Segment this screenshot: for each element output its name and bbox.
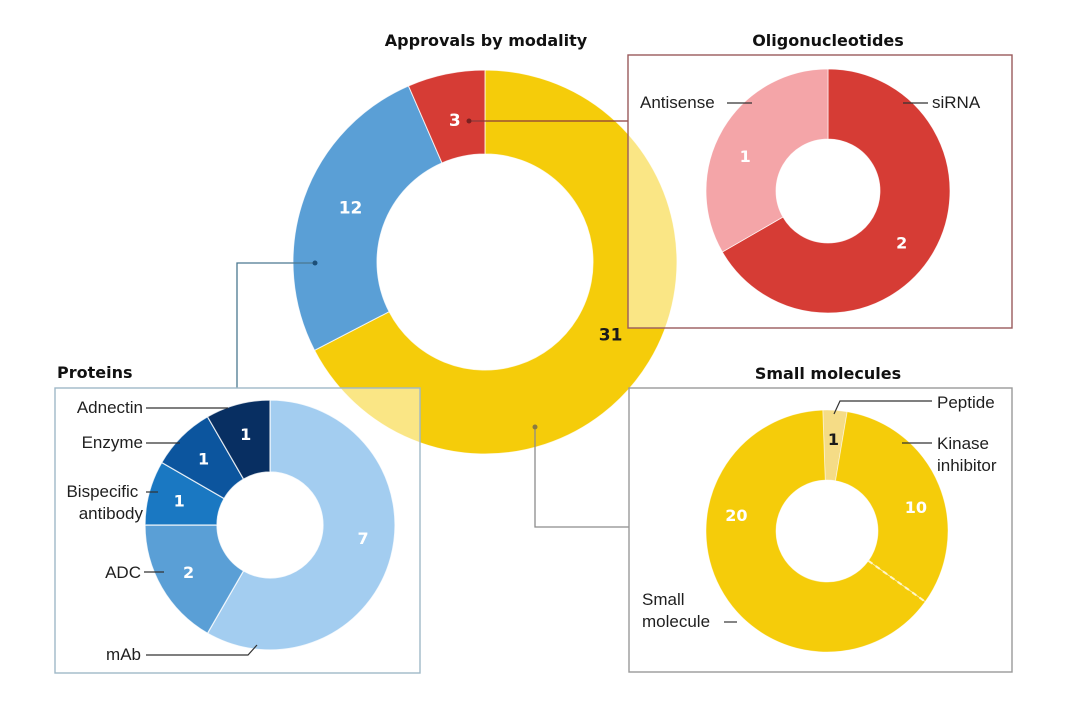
callout-bispecific-antibody: Bispecific antibody (66, 482, 143, 523)
callout-bispecific-line1: Bispecific (66, 482, 138, 501)
callout-adnectin: Adnectin (77, 398, 143, 417)
segment-small-molecule (705, 409, 926, 653)
value-label-small-molecule: 20 (725, 506, 747, 525)
oligonucleotides-callouts: Antisense siRNA (640, 93, 981, 112)
callout-line-peptide (833, 400, 932, 415)
value-label-adnectin: 1 (240, 425, 251, 444)
segment-mab (206, 399, 396, 651)
callout-adc: ADC (105, 563, 141, 582)
callout-kinase-line2: inhibitor (937, 456, 997, 475)
callout-small-molecule-line1: Small (642, 590, 685, 609)
segment-proteins (292, 85, 443, 352)
value-label-small-molecules: 31 (599, 326, 623, 346)
connector-dot-proteins (312, 260, 318, 266)
value-label-antisense: 1 (740, 147, 751, 166)
connectors (236, 118, 629, 528)
value-label-bispecific-antibody: 1 (174, 492, 185, 511)
value-label-adc: 2 (183, 563, 194, 582)
segment-adc (144, 524, 245, 635)
segment-kinase-inhibitor (835, 411, 949, 603)
connector-dot-small-molecules (532, 424, 538, 430)
callout-small-molecule-line2: molecule (642, 612, 710, 631)
proteins-donut-chart: 7 2 1 1 1 (144, 399, 396, 651)
segment-antisense (705, 68, 829, 253)
callout-bispecific-line2: antibody (79, 504, 144, 523)
segment-oligonucleotides (407, 69, 486, 164)
callout-sirna: siRNA (932, 93, 981, 112)
callout-small-molecule: Small molecule (642, 590, 710, 631)
callout-kinase-line1: Kinase (937, 434, 989, 453)
callout-antisense: Antisense (640, 93, 715, 112)
small-molecules-donut-chart: 1 10 20 (705, 409, 949, 653)
value-label-sirna: 2 (896, 234, 907, 253)
value-label-mab: 7 (358, 529, 369, 548)
segment-divider-dashed (867, 559, 926, 603)
connector-dot-oligonucleotides (466, 118, 472, 124)
proteins-title: Proteins (57, 363, 133, 382)
small-molecules-callouts: Peptide Kinase inhibitor Small molecule (642, 393, 997, 631)
segment-sirna (721, 68, 951, 314)
value-label-peptide: 1 (828, 430, 839, 449)
connector-proteins (236, 262, 315, 388)
oligonucleotides-title: Oligonucleotides (752, 31, 904, 50)
callout-peptide: Peptide (937, 393, 995, 412)
segment-adnectin (206, 399, 271, 480)
value-label-enzyme: 1 (198, 450, 209, 469)
callout-mab: mAb (106, 645, 141, 664)
value-label-kinase-inhibitor: 10 (905, 498, 927, 517)
value-label-proteins: 12 (339, 199, 363, 219)
proteins-callouts: Adnectin Enzyme Bispecific antibody ADC … (66, 398, 258, 664)
callout-kinase-inhibitor: Kinase inhibitor (937, 434, 997, 475)
small-molecules-title: Small molecules (755, 364, 901, 383)
callout-line-mab (146, 644, 258, 656)
callout-enzyme: Enzyme (82, 433, 143, 452)
main-donut-chart: 31 12 3 (292, 69, 678, 455)
connector-small-molecules (534, 427, 629, 528)
oligonucleotides-donut-chart: 21 (705, 68, 951, 314)
main-chart-title: Approvals by modality (385, 31, 588, 50)
value-label-oligonucleotides: 3 (449, 111, 461, 131)
